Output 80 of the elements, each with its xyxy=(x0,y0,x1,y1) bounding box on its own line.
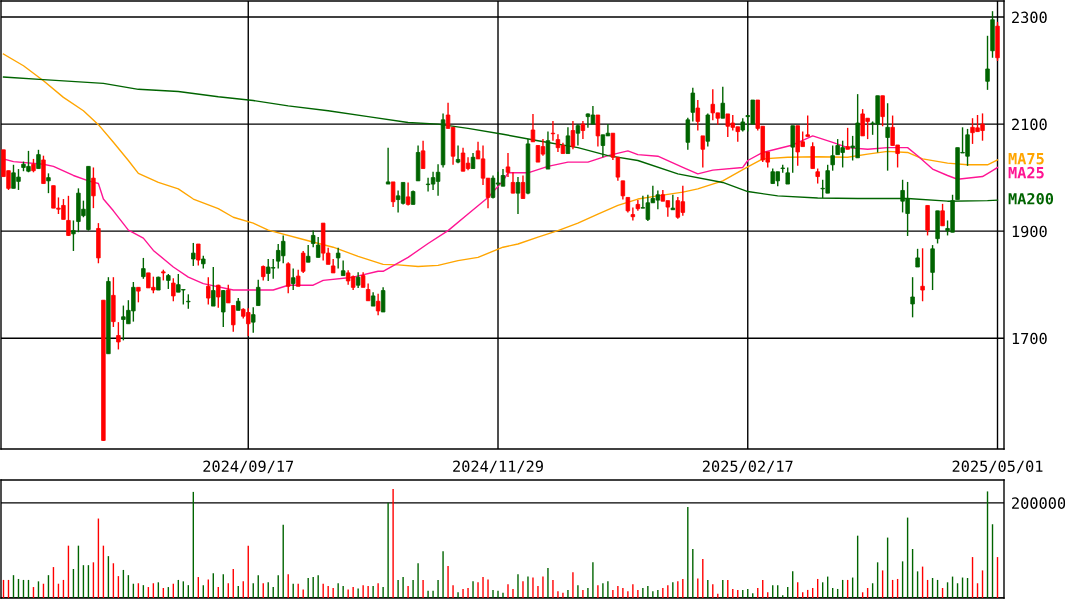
candlestick xyxy=(690,87,696,123)
candlestick xyxy=(46,172,51,194)
candlestick xyxy=(41,154,46,185)
candlestick xyxy=(600,134,606,158)
candlestick xyxy=(585,112,591,129)
series-label: MA25 xyxy=(1008,166,1044,179)
candlestick xyxy=(675,196,681,220)
candlestick xyxy=(940,203,945,227)
candlestick xyxy=(290,267,296,291)
candlestick xyxy=(710,88,716,122)
candlestick xyxy=(685,116,691,151)
candlestick xyxy=(206,276,211,306)
candlestick xyxy=(141,257,146,280)
x-tick-label: 2024/09/17 xyxy=(203,460,294,474)
candlestick xyxy=(335,247,341,270)
candlestick xyxy=(720,85,725,119)
candlestick xyxy=(211,266,216,307)
candlestick xyxy=(630,206,636,222)
candlestick xyxy=(226,283,231,304)
candlestick xyxy=(191,242,196,267)
candlestick xyxy=(845,127,850,150)
candlestick xyxy=(490,174,496,200)
candlestick xyxy=(116,321,121,351)
candlestick xyxy=(390,181,396,208)
y-tick-label: 2300 xyxy=(1012,11,1047,24)
candlestick xyxy=(805,114,810,138)
candlestick xyxy=(435,163,441,197)
candlestick xyxy=(530,113,536,143)
series-label: MA200 xyxy=(1008,192,1054,205)
candlestick xyxy=(171,277,176,302)
candlestick xyxy=(520,174,526,200)
candlestick xyxy=(510,171,516,194)
candlestick xyxy=(455,144,461,164)
candlestick xyxy=(286,261,291,294)
y-tick-label: 1700 xyxy=(1012,332,1047,345)
candlestick xyxy=(570,120,576,150)
line-series xyxy=(2,53,999,268)
candlestick xyxy=(595,114,601,148)
candlestick xyxy=(830,144,835,172)
candlestick xyxy=(385,146,391,185)
y-tick-label: 200000 xyxy=(1012,497,1065,509)
candlestick xyxy=(695,99,701,132)
candlestick xyxy=(66,195,71,237)
y-tick-label: 1900 xyxy=(1012,225,1047,238)
candlestick xyxy=(315,236,321,259)
candlestick xyxy=(221,289,226,328)
series-label: MA75 xyxy=(1008,153,1044,165)
candlestick xyxy=(575,123,581,147)
candlestick xyxy=(880,95,885,127)
candlestick xyxy=(36,149,41,170)
candlestick xyxy=(910,276,915,319)
candlestick xyxy=(505,152,511,178)
candlestick xyxy=(460,146,466,172)
candlestick xyxy=(515,176,521,215)
candlestick xyxy=(915,248,920,268)
y-tick-label: 2100 xyxy=(1012,118,1047,131)
candlestick xyxy=(251,306,256,334)
candlestick xyxy=(380,286,386,313)
candlestick xyxy=(91,166,96,209)
candlestick xyxy=(885,102,890,172)
candlestick xyxy=(580,120,586,140)
candlestick xyxy=(231,304,236,333)
candlestick xyxy=(920,247,925,302)
candlestick xyxy=(196,243,201,267)
x-tick-label: 2024/11/29 xyxy=(453,460,543,474)
candlestick xyxy=(565,126,571,155)
candlestick xyxy=(930,244,935,291)
candlestick xyxy=(790,125,795,174)
candlestick xyxy=(305,244,311,263)
x-tick-label: 2025/02/17 xyxy=(702,460,793,474)
candlestick xyxy=(256,279,261,307)
candlestick xyxy=(375,293,381,316)
candlestick xyxy=(300,250,306,274)
candlestick xyxy=(700,135,706,169)
x-tick-label: 2025/05/01 xyxy=(952,460,1043,474)
candlestick xyxy=(985,35,990,91)
candlestick xyxy=(810,141,815,170)
candlestick xyxy=(420,140,426,170)
candlestick xyxy=(71,219,76,252)
candlestick xyxy=(670,194,676,211)
